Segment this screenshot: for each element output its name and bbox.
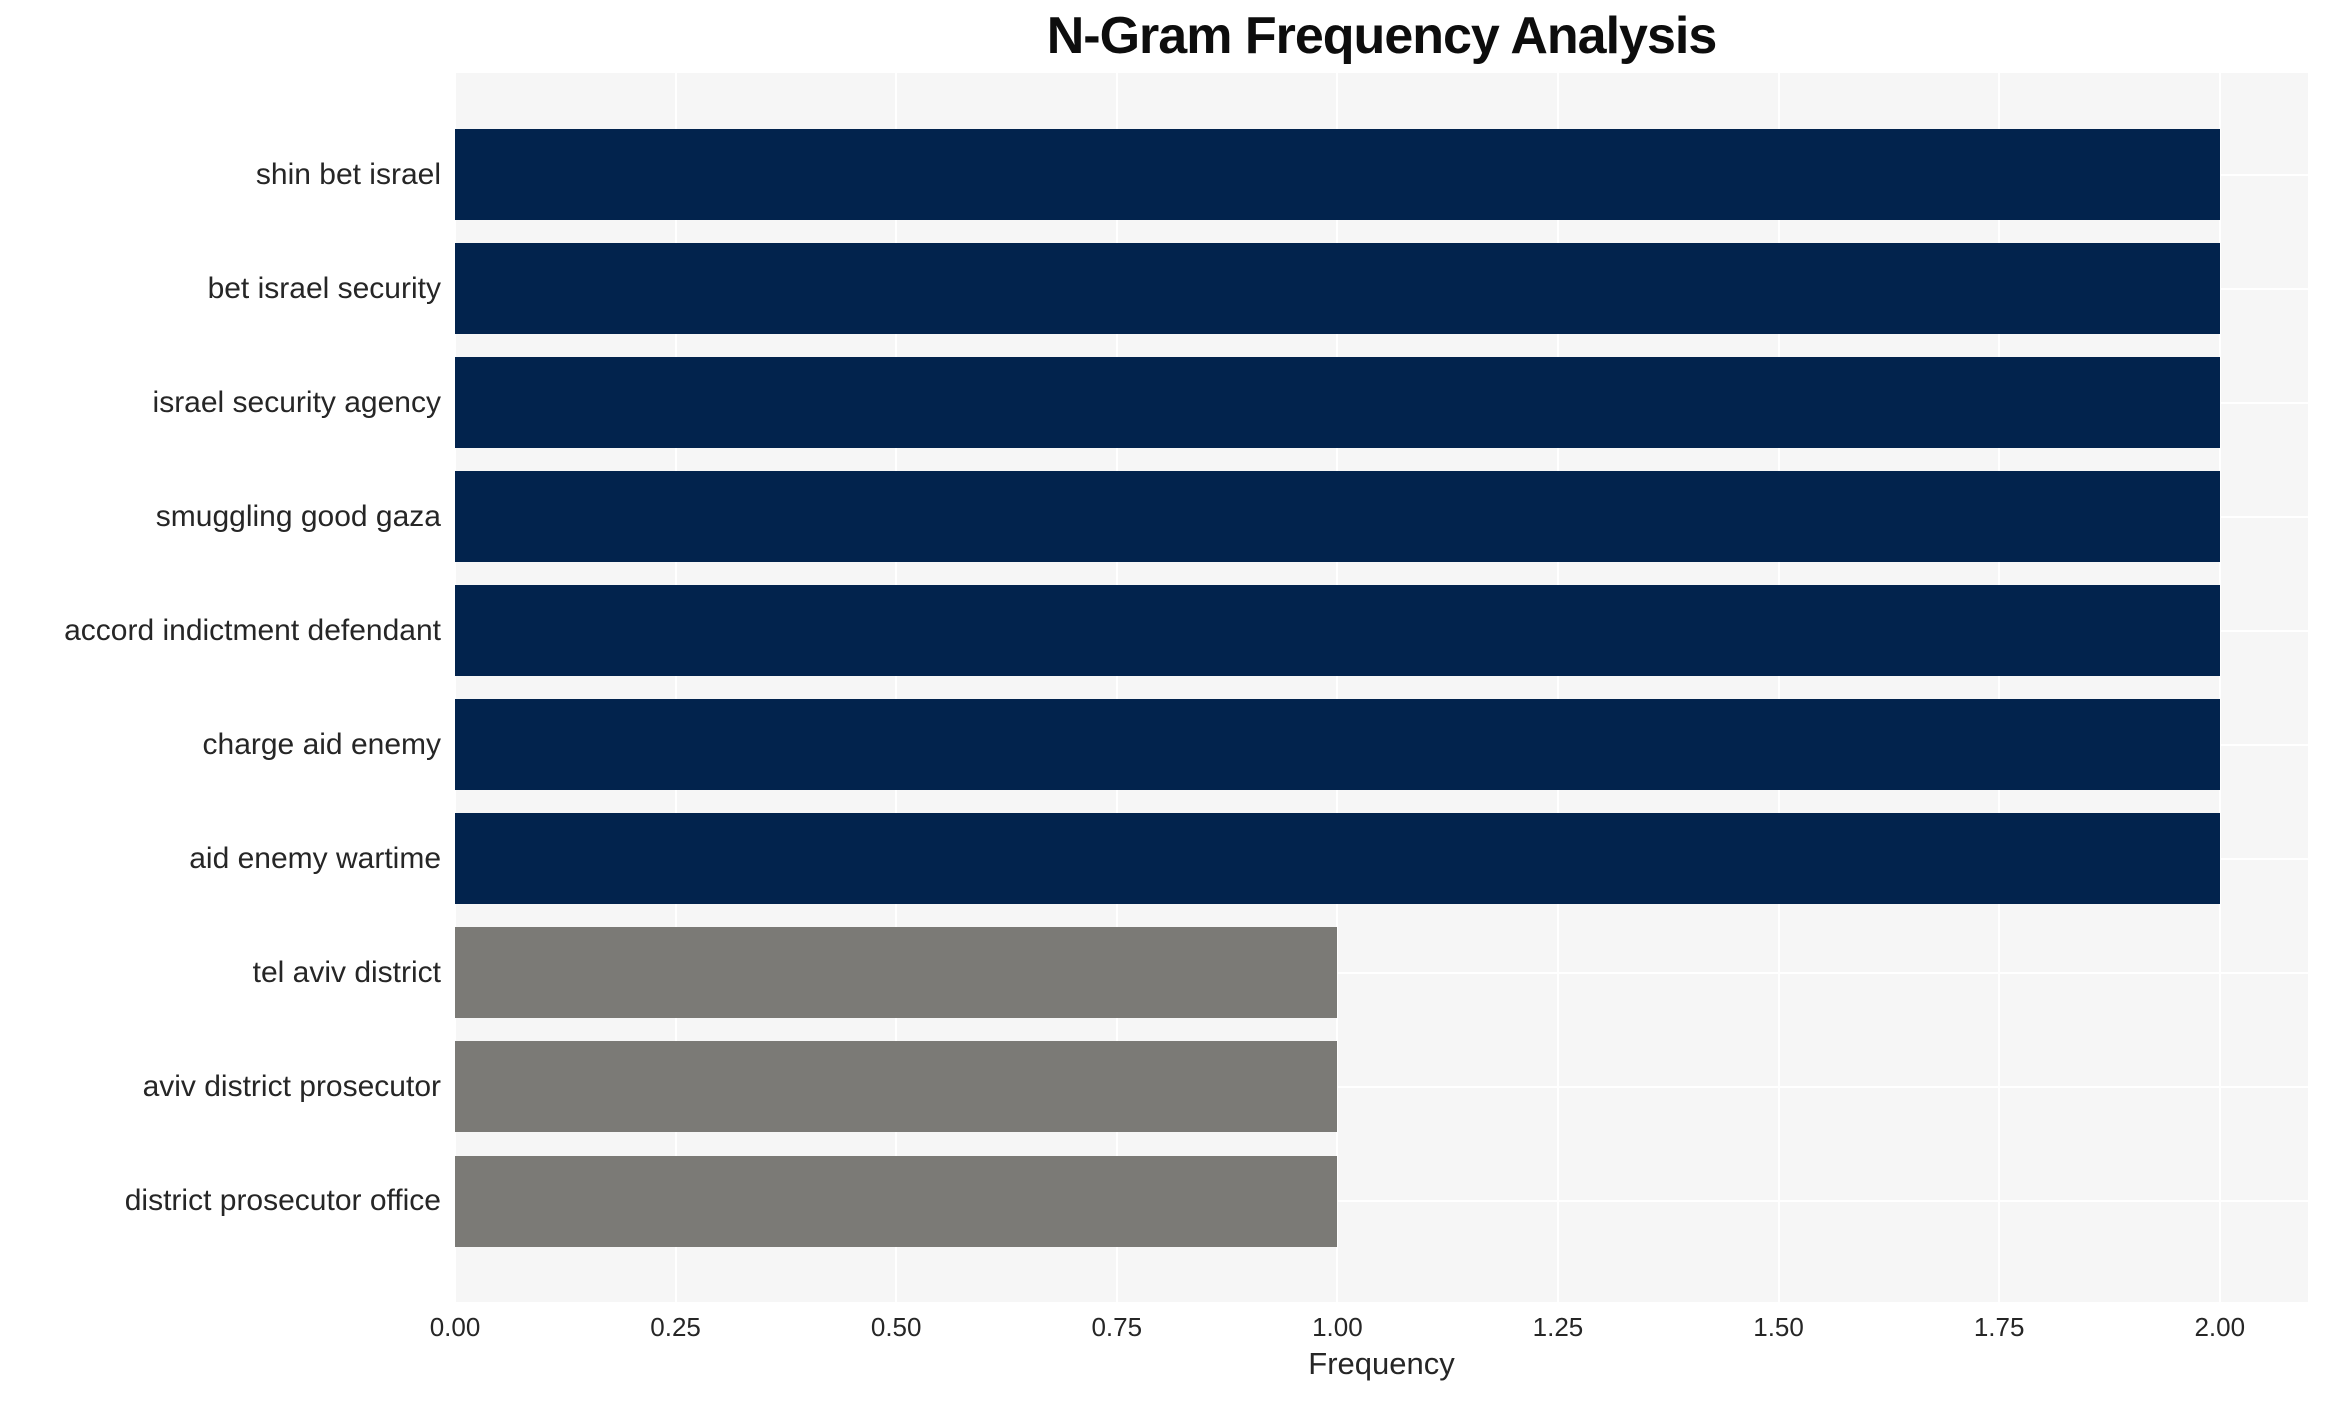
plot-area	[454, 73, 2308, 1302]
y-tick-label: aid enemy wartime	[189, 841, 441, 875]
y-tick-label: bet israel security	[207, 271, 441, 305]
x-gridline	[1336, 73, 1339, 1302]
x-tick-label: 1.75	[1973, 1312, 2025, 1342]
y-tick-label: aviv district prosecutor	[142, 1069, 441, 1103]
x-tick-label: 0.75	[1091, 1312, 1143, 1342]
x-tick-label: 0.25	[650, 1312, 701, 1342]
y-gridline	[455, 971, 2308, 974]
bar	[455, 927, 1338, 1019]
x-gridline	[1777, 73, 1780, 1302]
y-tick-label: israel security agency	[152, 385, 441, 419]
y-tick-label: charge aid enemy	[202, 727, 441, 761]
x-tick-label: 0.00	[429, 1312, 481, 1342]
x-tick-label: 1.50	[1753, 1312, 1804, 1342]
y-gridline	[455, 1085, 2308, 1088]
x-tick-label: 1.00	[1312, 1312, 1363, 1342]
x-gridline	[2218, 73, 2221, 1302]
x-gridline	[895, 73, 898, 1302]
y-gridline	[455, 1200, 2308, 1203]
y-tick-label: shin bet israel	[255, 157, 441, 191]
x-gridline	[1115, 73, 1118, 1302]
y-tick-label: accord indictment defendant	[64, 613, 441, 647]
x-gridline	[1556, 73, 1559, 1302]
bar	[455, 813, 2220, 905]
bar	[455, 243, 2220, 335]
x-gridline	[674, 73, 677, 1302]
chart-title: N-Gram Frequency Analysis	[1046, 7, 1718, 65]
x-tick-label: 1.25	[1532, 1312, 1584, 1342]
x-gridline	[454, 73, 456, 1302]
bar	[455, 357, 2220, 449]
x-tick-label: 2.00	[2194, 1312, 2246, 1342]
y-tick-label: smuggling good gaza	[155, 499, 441, 533]
bar	[455, 1041, 1338, 1133]
bar	[455, 471, 2220, 563]
bar	[455, 699, 2220, 791]
bar	[455, 585, 2220, 677]
x-tick-label: 0.50	[870, 1312, 922, 1342]
x-axis-title: Frequency	[1308, 1346, 1455, 1381]
bar	[455, 1155, 1338, 1247]
y-tick-label: tel aviv district	[252, 955, 441, 989]
bar	[455, 129, 2220, 220]
y-tick-label: district prosecutor office	[124, 1184, 441, 1218]
x-gridline	[1998, 73, 2001, 1302]
